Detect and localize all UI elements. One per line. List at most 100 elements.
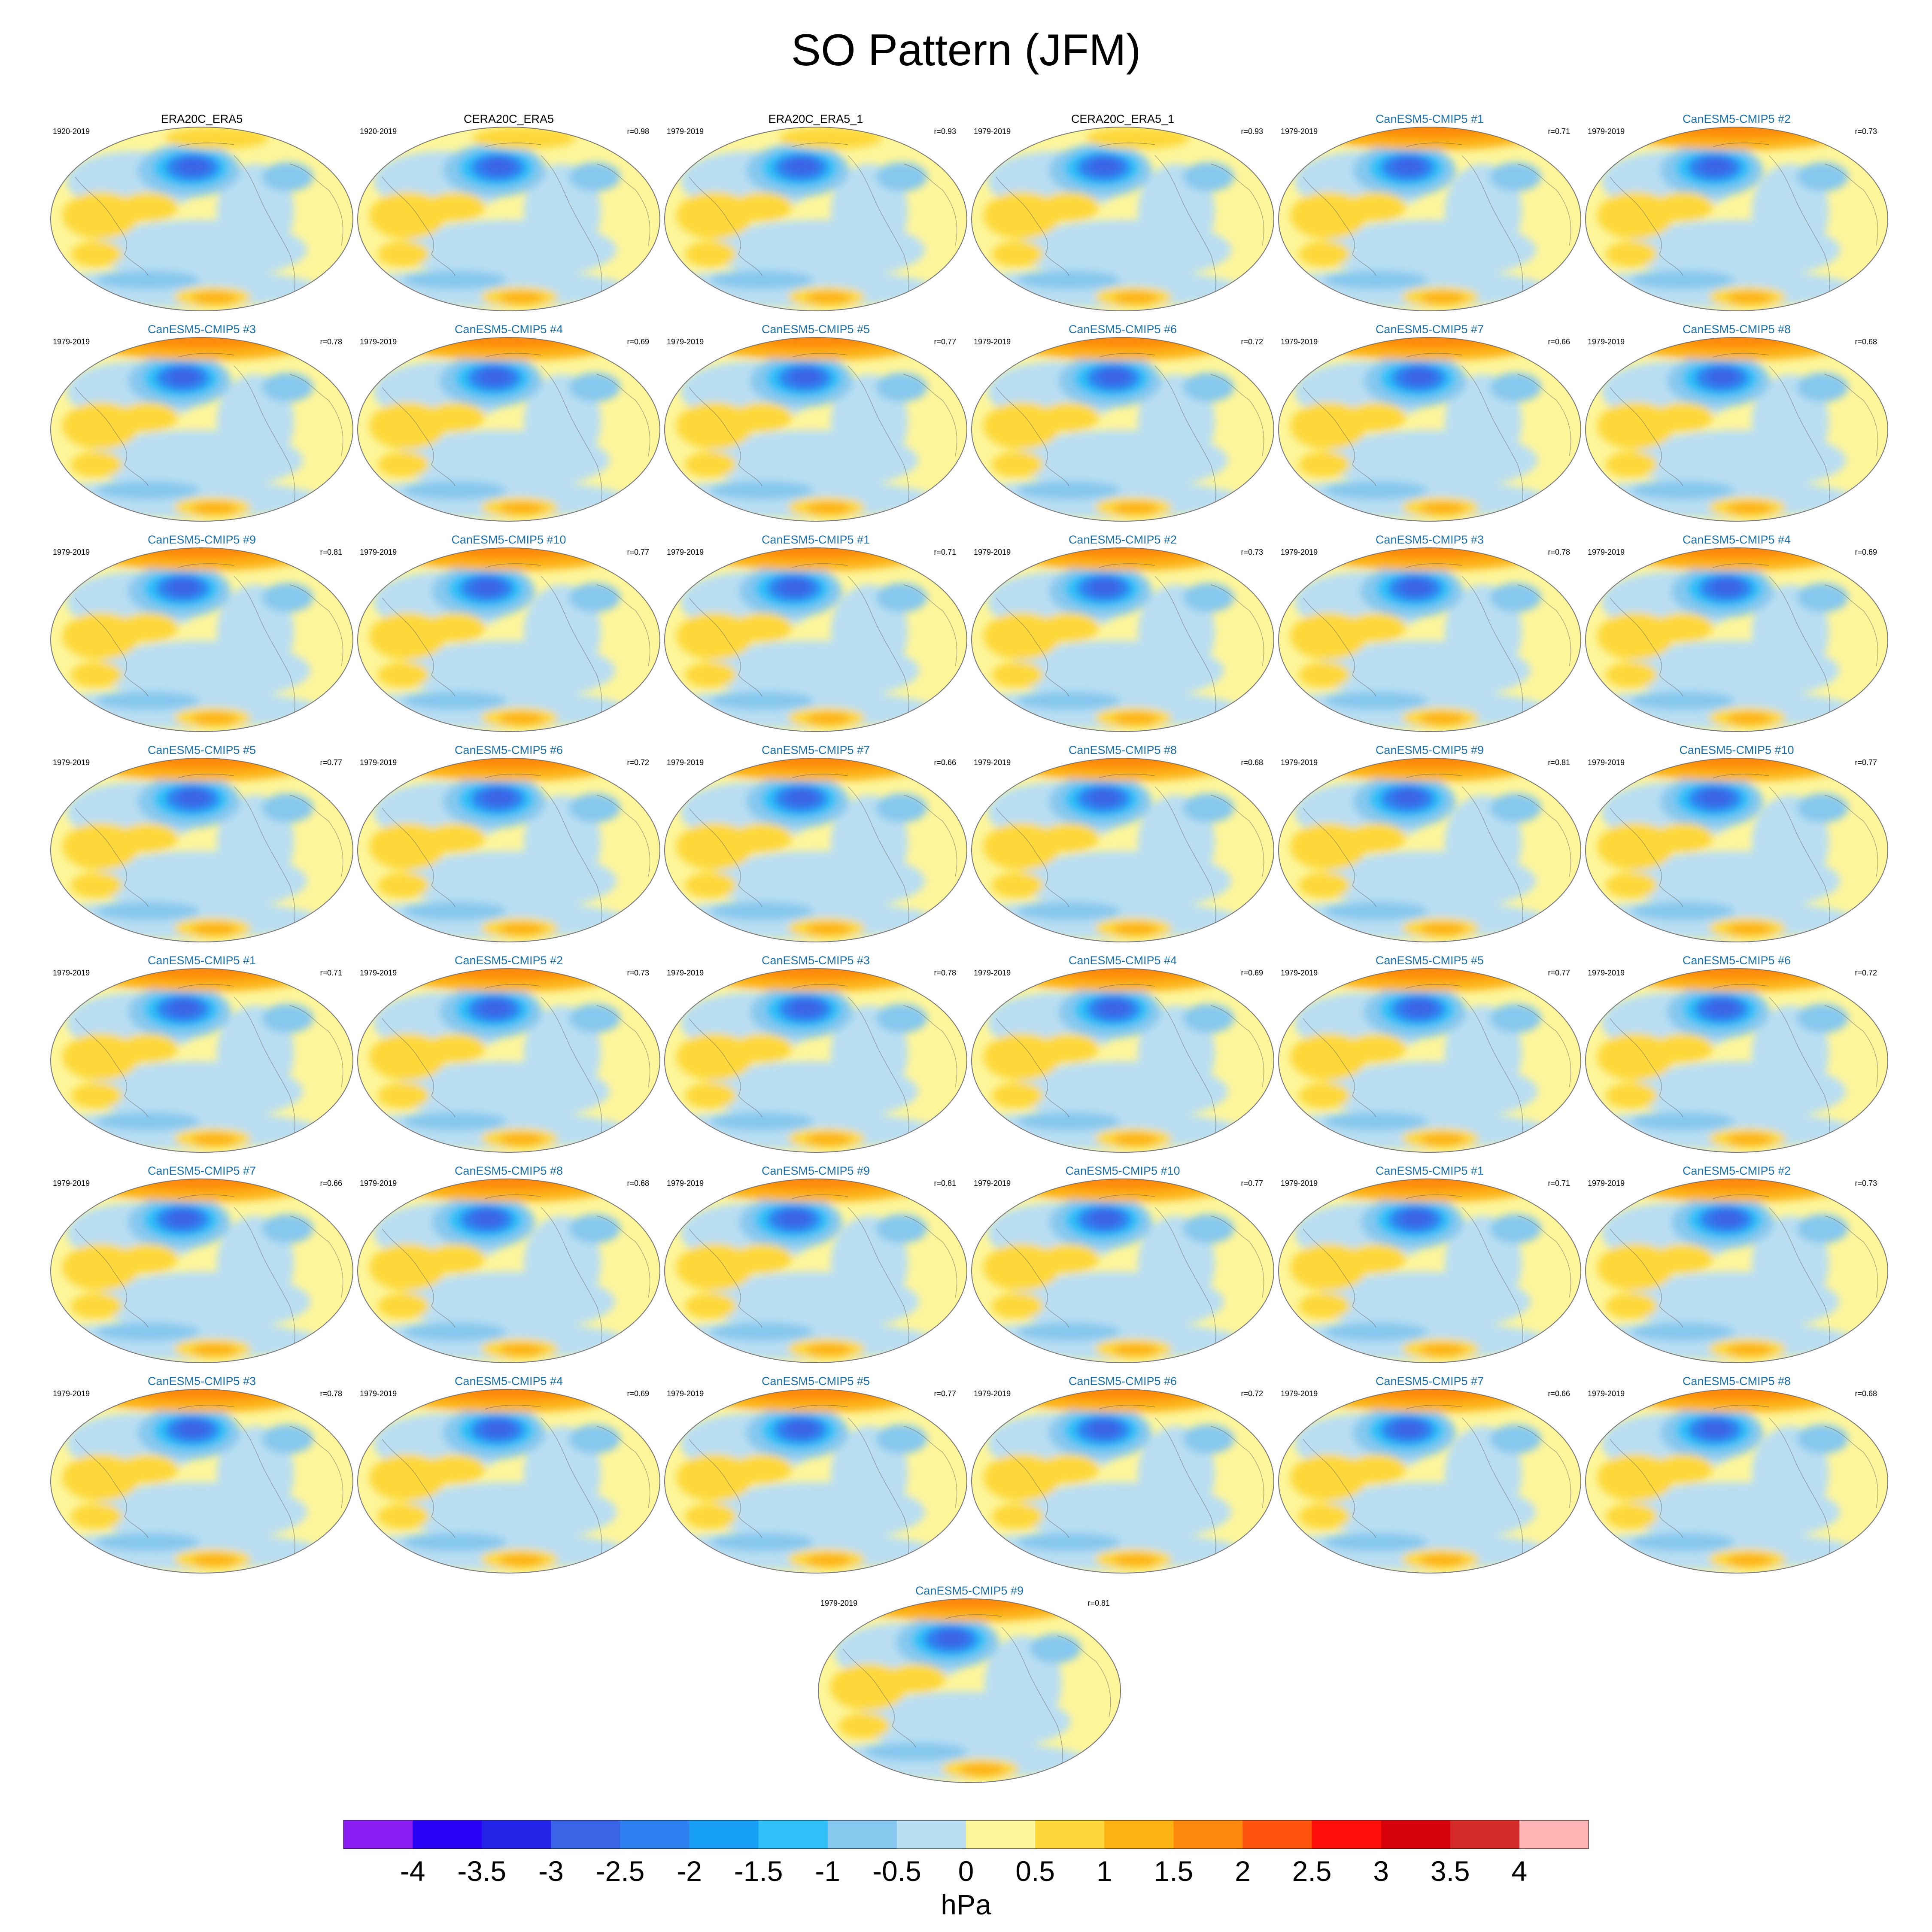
map-plot [1585,1179,1888,1363]
panel-correlation: r=0.93 [1241,127,1263,136]
map-plot [1585,968,1888,1153]
map-plot [1278,968,1581,1153]
map-panel: CanESM5-CMIP5 #1 1979-2019 r=0.71 [1277,1164,1582,1366]
map-field [358,127,660,311]
map-plot [50,337,353,522]
colorbar-tick-label: -1.5 [734,1855,783,1887]
map-panel: CanESM5-CMIP5 #2 1979-2019 r=0.73 [1584,1164,1889,1366]
panel-correlation: r=0.69 [1241,969,1263,977]
panel-title: CanESM5-CMIP5 #6 [1068,1375,1177,1388]
panel-title: CanESM5-CMIP5 #10 [1065,1164,1180,1177]
panel-correlation: r=0.69 [1855,548,1877,556]
panel-period: 1979-2019 [974,127,1011,136]
panel-title: CanESM5-CMIP5 #9 [915,1584,1024,1597]
panel-correlation: r=0.78 [1548,548,1570,556]
map-field [1279,337,1581,521]
panel-title: CanESM5-CMIP5 #10 [1679,744,1794,756]
map-panel: ERA20C_ERA5 1920-2019 [49,112,354,314]
panel-period: 1979-2019 [1281,337,1318,346]
map-field [1586,127,1888,311]
map-field [358,758,660,942]
map-plot [50,127,353,311]
panel-correlation: r=0.78 [934,969,956,977]
panel-correlation: r=0.66 [1548,337,1570,346]
map-field [51,969,353,1152]
map-plot [1585,758,1888,942]
panel-period: 1979-2019 [1281,969,1318,977]
panel-period: 1979-2019 [1588,758,1625,767]
map-plot [971,1389,1274,1574]
map-plot [1278,547,1581,732]
panel-period: 1979-2019 [974,969,1011,977]
map-field [1586,337,1888,521]
map-field [358,1179,660,1363]
map-field [818,1599,1121,1783]
panel-title: ERA20C_ERA5 [161,112,243,125]
panel-title: CanESM5-CMIP5 #6 [454,744,563,756]
colorbar-unit: hPa [941,1889,991,1920]
map-plot [971,758,1274,942]
map-plot [1278,337,1581,522]
map-panel: CERA20C_ERA5 1920-2019 r=0.98 [356,112,661,314]
map-panel: CanESM5-CMIP5 #5 1979-2019 r=0.77 [49,744,354,945]
map-field [1586,758,1888,942]
map-field [665,337,967,521]
map-field [51,337,353,521]
colorbar-tick-label: -2.5 [595,1855,645,1887]
panel-period: 1979-2019 [360,1389,397,1398]
panel-period: 1979-2019 [1281,548,1318,556]
map-field [972,548,1274,732]
panel-title: CanESM5-CMIP5 #2 [454,954,563,967]
map-field [51,758,353,942]
map-plot [1278,1179,1581,1363]
panel-period: 1979-2019 [1281,1389,1318,1398]
panel-period: 1979-2019 [1588,969,1625,977]
map-panel: CanESM5-CMIP5 #9 1979-2019 r=0.81 [49,533,354,735]
panel-correlation: r=0.68 [1241,758,1263,767]
colorbar-tick-label: 3.5 [1430,1855,1470,1887]
map-panel: CanESM5-CMIP5 #2 1979-2019 r=0.73 [970,533,1275,735]
panel-title: CanESM5-CMIP5 #4 [454,323,563,336]
panel-period: 1979-2019 [667,127,704,136]
map-field [358,969,660,1152]
colorbar-tick-label: -4 [400,1855,425,1887]
panel-title: CanESM5-CMIP5 #7 [761,744,870,756]
panel-correlation: r=0.73 [1855,1179,1877,1188]
panel-period: 1979-2019 [667,548,704,556]
map-panel: CanESM5-CMIP5 #4 1979-2019 r=0.69 [356,323,661,525]
panel-correlation: r=0.68 [1855,1389,1877,1398]
map-field [1586,1389,1888,1573]
colorbar-tick-label: 0 [958,1855,974,1887]
map-plot [50,1389,353,1574]
panel-correlation: r=0.73 [627,969,649,977]
panel-period: 1979-2019 [974,337,1011,346]
map-field [972,337,1274,521]
panel-correlation: r=0.77 [627,548,649,556]
panel-correlation: r=0.68 [1855,337,1877,346]
map-plot [971,337,1274,522]
map-panel: CanESM5-CMIP5 #6 1979-2019 r=0.72 [970,323,1275,525]
panel-period: 1979-2019 [667,337,704,346]
panel-title: CanESM5-CMIP5 #4 [454,1375,563,1388]
map-plot [357,1389,660,1574]
map-field [1586,1179,1888,1363]
map-field [972,969,1274,1152]
map-plot [1278,127,1581,311]
panel-period: 1979-2019 [1281,1179,1318,1188]
colorbar-tick-label: 4 [1511,1855,1528,1887]
panel-title: CanESM5-CMIP5 #9 [1375,744,1484,756]
panel-correlation: r=0.71 [320,969,342,977]
panel-period: 1979-2019 [667,969,704,977]
panel-title: ERA20C_ERA5_1 [768,112,863,125]
panel-period: 1979-2019 [667,1389,704,1398]
map-plot [971,547,1274,732]
map-plot [818,1598,1121,1783]
map-plot [357,547,660,732]
colorbar-tick-label: -3.5 [457,1855,507,1887]
panel-correlation: r=0.71 [934,548,956,556]
panel-correlation: r=0.72 [1241,337,1263,346]
panel-period: 1920-2019 [53,127,90,136]
map-panel: CanESM5-CMIP5 #5 1979-2019 r=0.77 [663,323,968,525]
map-panel: CanESM5-CMIP5 #9 1979-2019 r=0.81 [1277,744,1582,945]
panel-correlation: r=0.73 [1241,548,1263,556]
